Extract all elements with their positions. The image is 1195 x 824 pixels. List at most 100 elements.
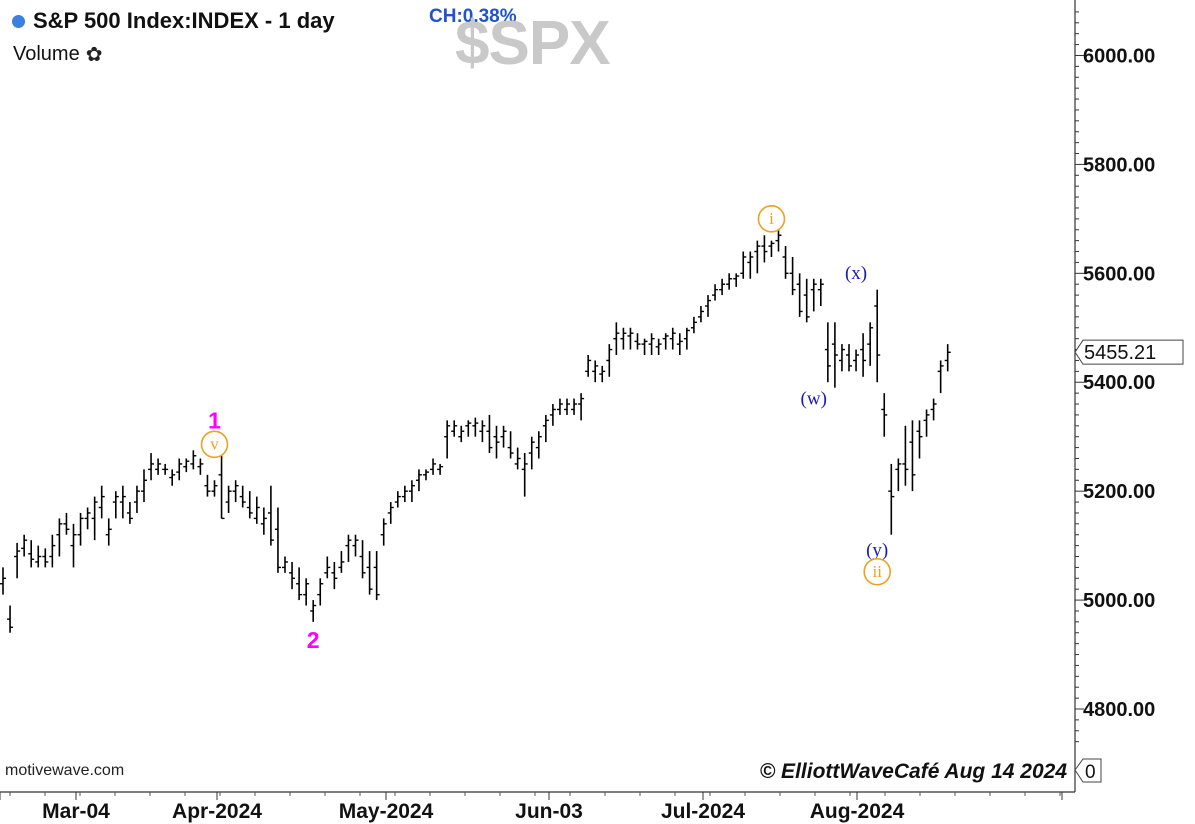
- ohlc-bar: [63, 512, 70, 535]
- ohlc-bar: [599, 365, 606, 383]
- ohlc-bar: [331, 561, 338, 590]
- wave-label: (x): [845, 263, 867, 284]
- time-tick-label: May-2024: [339, 800, 434, 823]
- ohlc-bar: [542, 414, 549, 443]
- ohlc-bar: [98, 485, 105, 519]
- ohlc-bar: [620, 327, 627, 350]
- ohlc-bar: [387, 502, 394, 524]
- ohlc-bar: [282, 556, 288, 573]
- ohlc-bar: [556, 398, 563, 415]
- ohlc-bar: [253, 496, 260, 524]
- ohlc-bar: [846, 344, 852, 372]
- ohlc-bar: [148, 453, 155, 481]
- copyright-note: © ElliottWaveCafé Aug 14 2024: [759, 760, 1067, 783]
- ohlc-bar: [246, 491, 253, 519]
- ohlc-bar: [394, 491, 401, 508]
- ohlc-bar: [479, 420, 486, 443]
- ohlc-bar: [458, 425, 465, 443]
- time-tick-label: Mar-04: [42, 800, 110, 823]
- ohlc-bar: [803, 278, 810, 323]
- ohlc-bar: [232, 480, 239, 503]
- ohlc-bar: [430, 458, 437, 475]
- ohlc-bar: [211, 480, 218, 497]
- ohlc-bar: [831, 322, 838, 388]
- ohlc-bar: [366, 551, 373, 595]
- ohlc-bar: [197, 458, 204, 475]
- ohlc-bar: [838, 344, 845, 372]
- ohlc-bar: [225, 485, 232, 513]
- ohlc-bar: [176, 458, 183, 481]
- time-tick-label: Aug-2024: [810, 800, 905, 823]
- gear-icon[interactable]: ✿: [85, 44, 103, 66]
- ohlc-bar: [472, 417, 479, 437]
- ohlc-bar: [697, 305, 704, 323]
- ohlc-bar: [141, 469, 147, 503]
- ohlc-bar: [937, 360, 944, 394]
- time-tick-label: Jun-03: [515, 800, 583, 823]
- ohlc-bar: [91, 496, 98, 541]
- ohlc-bar: [669, 327, 676, 350]
- wave-label: 2: [307, 627, 320, 653]
- ohlc-bar: [627, 327, 634, 350]
- wave-label: ii: [872, 562, 882, 581]
- ohlc-bar: [56, 518, 63, 557]
- ohlc-bar: [21, 534, 28, 557]
- ohlc-bar: [564, 398, 570, 415]
- ohlc-bar: [451, 420, 458, 437]
- ohlc-bar: [789, 256, 796, 296]
- wave-label: (w): [801, 388, 827, 409]
- price-tick-label: 5400.00: [1083, 372, 1155, 394]
- ohlc-bar: [239, 485, 246, 508]
- ohlc-bar: [719, 278, 726, 296]
- wave-label: 1: [208, 407, 221, 433]
- price-tick-label: 4800.00: [1083, 699, 1155, 721]
- ohlc-bar: [874, 289, 881, 383]
- ohlc-bar: [648, 333, 655, 356]
- ohlc-bar: [359, 540, 366, 579]
- ohlc-bar: [641, 338, 648, 356]
- ohlc-bar: [514, 447, 521, 470]
- ohlc-bar: [14, 542, 21, 579]
- ohlc-bar: [705, 295, 711, 317]
- price-tick-label: 6000.00: [1083, 45, 1155, 67]
- volume-value-label: 0: [1085, 762, 1096, 783]
- ohlc-bar: [761, 235, 768, 263]
- ohlc-bar: [909, 420, 916, 492]
- volume-value-tag: [1074, 758, 1102, 783]
- price-tick-label: 5600.00: [1083, 263, 1155, 285]
- ohlc-bar: [133, 485, 140, 513]
- ohlc-bar: [634, 333, 641, 350]
- ohlc-bar: [578, 393, 585, 421]
- ohlc-bar: [613, 322, 620, 356]
- ohlc-bar: [585, 355, 592, 377]
- title-row: S&P 500 Index:INDEX - 1 day: [12, 8, 335, 34]
- wave-annotations: 1v 2 i (x) (w) (y)ii: [200, 205, 892, 653]
- ohlc-bar: [84, 507, 91, 530]
- ohlc-bar: [930, 398, 937, 421]
- status-dot-icon: [12, 14, 25, 28]
- chart-title: S&P 500 Index:INDEX - 1 day: [33, 8, 335, 33]
- ohlc-bar: [662, 333, 669, 350]
- ohlc-bar: [183, 458, 190, 473]
- ohlc-bar: [824, 322, 831, 383]
- last-price-label: 5455.21: [1084, 342, 1156, 364]
- price-tick-label: 5000.00: [1083, 590, 1155, 612]
- ohlc-bar: [521, 453, 528, 497]
- ohlc-bar: [28, 540, 35, 568]
- ohlc-bar: [944, 344, 951, 372]
- ohlc-bar: [592, 360, 599, 383]
- price-tick-label: 5200.00: [1083, 481, 1155, 503]
- ohlc-bar: [105, 518, 112, 546]
- ohlc-bar: [289, 561, 296, 590]
- ohlc-bar: [888, 463, 895, 535]
- ohlc-bar: [916, 420, 923, 459]
- wave-label: (y): [866, 540, 888, 561]
- ohlc-bar: [155, 458, 162, 475]
- ohlc-bar: [500, 425, 507, 448]
- ohlc-bar: [867, 322, 874, 366]
- ohlc-bar: [853, 349, 860, 372]
- ohlc-bar: [740, 251, 747, 279]
- ohlc-bar: [190, 450, 197, 470]
- ohlc-bar: [571, 398, 578, 415]
